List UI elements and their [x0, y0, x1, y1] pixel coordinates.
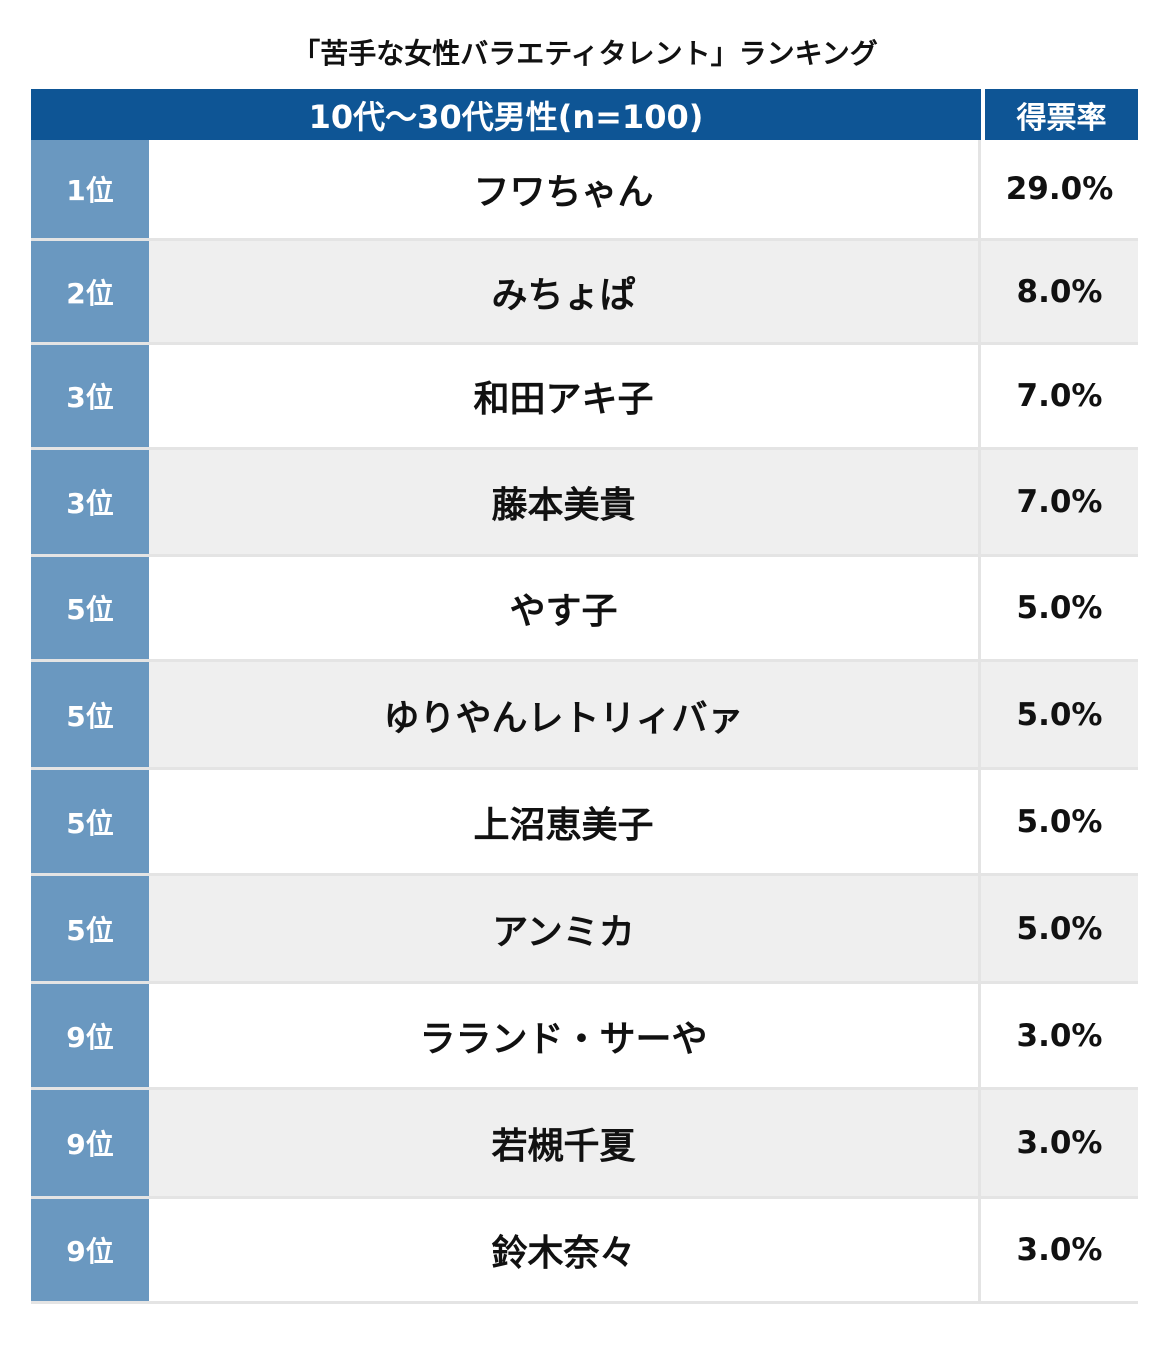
rank-cell: 5位 — [31, 876, 149, 981]
table-header: 10代〜30代男性(n=100) 得票率 — [31, 89, 1138, 140]
rank-cell: 3位 — [31, 450, 149, 554]
rank-cell: 2位 — [31, 241, 149, 342]
table-row: 3位 和田アキ子 7.0% — [31, 345, 1138, 450]
header-divider — [981, 89, 985, 140]
percent-cell: 5.0% — [981, 662, 1138, 767]
talent-name-cell: ラランド・サーや — [149, 984, 981, 1087]
table-row: 5位 アンミカ 5.0% — [31, 876, 1138, 984]
talent-name-cell: みちょぱ — [149, 241, 981, 342]
ranking-table: 10代〜30代男性(n=100) 得票率 1位 フワちゃん 29.0% 2位 みちょぱ 8… — [31, 89, 1138, 1304]
rank-cell: 9位 — [31, 1090, 149, 1196]
percent-cell: 29.0% — [981, 140, 1138, 238]
percent-cell: 7.0% — [981, 345, 1138, 447]
talent-name-cell: アンミカ — [149, 876, 981, 981]
percent-cell: 3.0% — [981, 1199, 1138, 1301]
percent-cell: 5.0% — [981, 557, 1138, 659]
header-rate-label: 得票率 — [985, 89, 1138, 140]
table-row: 1位 フワちゃん 29.0% — [31, 140, 1138, 241]
talent-name-cell: 若槻千夏 — [149, 1090, 981, 1196]
table-body: 1位 フワちゃん 29.0% 2位 みちょぱ 8.0% 3位 和田アキ子 7.0% 3位 藤本美貴 7… — [31, 140, 1138, 1304]
chart-title: 「苦手な女性バラエティタレント」ランキング — [292, 37, 878, 70]
rank-cell: 9位 — [31, 984, 149, 1087]
talent-name-cell: 上沼恵美子 — [149, 770, 981, 873]
table-row: 9位 ラランド・サーや 3.0% — [31, 984, 1138, 1090]
percent-cell: 8.0% — [981, 241, 1138, 342]
percent-cell: 5.0% — [981, 770, 1138, 873]
talent-name-cell: ゆりやんレトリィバァ — [149, 662, 981, 767]
rank-cell: 1位 — [31, 140, 149, 238]
table-row: 5位 ゆりやんレトリィバァ 5.0% — [31, 662, 1138, 770]
table-row: 5位 やす子 5.0% — [31, 557, 1138, 662]
table-row: 9位 鈴木奈々 3.0% — [31, 1199, 1138, 1304]
talent-name-cell: やす子 — [149, 557, 981, 659]
talent-name-cell: フワちゃん — [149, 140, 981, 238]
header-group-label: 10代〜30代男性(n=100) — [31, 89, 981, 140]
rank-cell: 5位 — [31, 770, 149, 873]
table-row: 5位 上沼恵美子 5.0% — [31, 770, 1138, 876]
talent-name-cell: 鈴木奈々 — [149, 1199, 981, 1301]
table-row: 9位 若槻千夏 3.0% — [31, 1090, 1138, 1199]
table-row: 2位 みちょぱ 8.0% — [31, 241, 1138, 345]
talent-name-cell: 和田アキ子 — [149, 345, 981, 447]
rank-cell: 5位 — [31, 662, 149, 767]
rank-cell: 5位 — [31, 557, 149, 659]
rank-cell: 3位 — [31, 345, 149, 447]
rank-cell: 9位 — [31, 1199, 149, 1301]
percent-cell: 5.0% — [981, 876, 1138, 981]
percent-cell: 3.0% — [981, 1090, 1138, 1196]
talent-name-cell: 藤本美貴 — [149, 450, 981, 554]
percent-cell: 7.0% — [981, 450, 1138, 554]
percent-cell: 3.0% — [981, 984, 1138, 1087]
table-row: 3位 藤本美貴 7.0% — [31, 450, 1138, 557]
